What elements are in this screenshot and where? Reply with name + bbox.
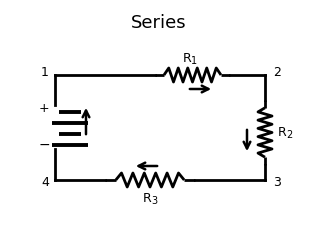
Text: 3: 3 — [273, 176, 281, 189]
Text: 4: 4 — [41, 176, 49, 189]
Text: 2: 2 — [286, 130, 292, 140]
Text: 1: 1 — [41, 67, 49, 79]
Text: 1: 1 — [191, 56, 197, 66]
Text: R: R — [183, 52, 192, 64]
Text: 3: 3 — [151, 196, 157, 206]
Text: R: R — [143, 191, 152, 204]
Text: Series: Series — [131, 14, 187, 32]
Text: −: − — [38, 138, 50, 152]
Text: +: + — [39, 103, 49, 116]
Text: 2: 2 — [273, 67, 281, 79]
Text: R: R — [278, 125, 287, 139]
